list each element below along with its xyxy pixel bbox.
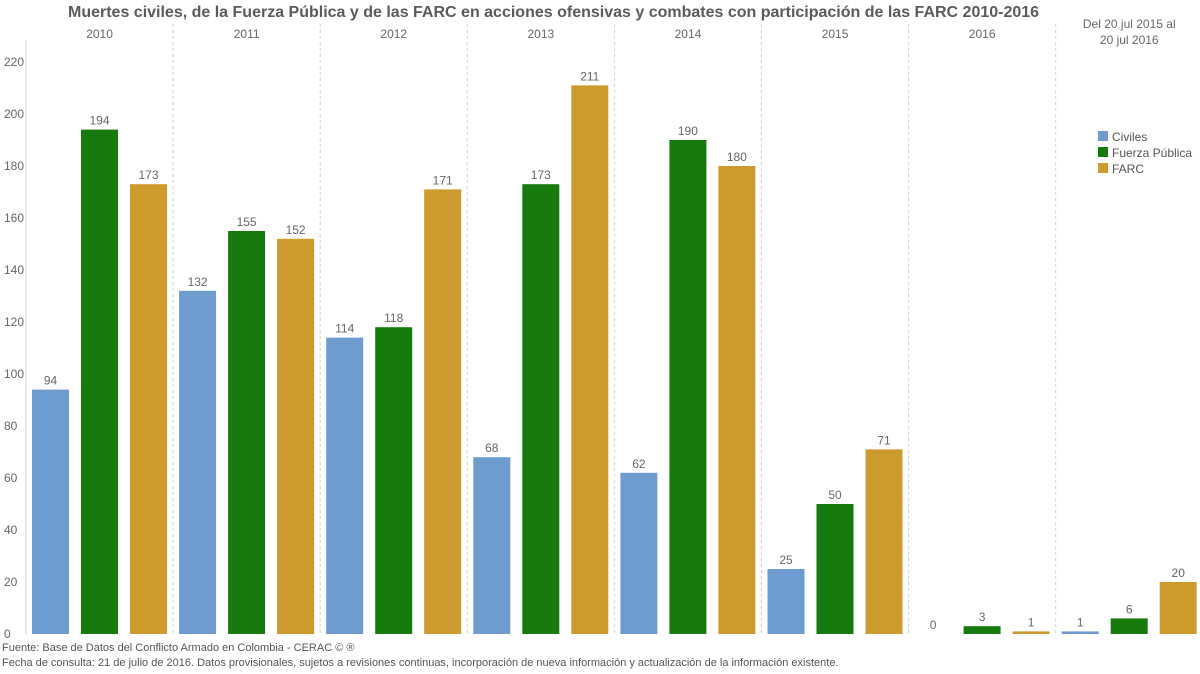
y-tick-label: 100 xyxy=(4,367,24,381)
y-tick-label: 200 xyxy=(4,107,24,121)
data-label: 171 xyxy=(433,173,453,187)
data-label: 25 xyxy=(779,553,793,567)
y-tick-label: 180 xyxy=(4,159,24,173)
bar xyxy=(571,85,609,634)
y-tick-label: 220 xyxy=(4,55,24,69)
bar xyxy=(130,184,167,634)
data-label: 1 xyxy=(1028,615,1035,629)
data-label: 180 xyxy=(727,150,747,164)
bar xyxy=(1012,631,1050,634)
data-label: 194 xyxy=(89,114,109,128)
data-label: 62 xyxy=(632,457,646,471)
bar xyxy=(424,189,462,634)
data-label: 152 xyxy=(286,223,306,237)
bar xyxy=(179,290,217,634)
category-label: 2010 xyxy=(86,27,113,41)
category-label: Del 20 jul 2015 al 20 jul 2016 xyxy=(1083,17,1176,47)
data-label: 155 xyxy=(237,215,257,229)
bar xyxy=(326,337,364,634)
bar xyxy=(620,472,658,634)
category-label: 2013 xyxy=(527,27,554,41)
data-label: 114 xyxy=(335,322,354,336)
y-tick-label: 40 xyxy=(4,523,18,537)
bars xyxy=(32,85,1197,635)
legend-label: FARC xyxy=(1112,162,1144,176)
category-labels: 2010 2011 2012 2013 2014 2015 2016 Del 20 jul 2… xyxy=(86,17,1175,47)
legend-swatch xyxy=(1098,131,1108,141)
y-tick-label: 140 xyxy=(4,263,24,277)
bar xyxy=(32,389,69,634)
bar xyxy=(1061,631,1099,634)
bar xyxy=(1159,582,1197,634)
bar xyxy=(522,184,560,634)
bar xyxy=(669,140,707,634)
y-tick-label: 120 xyxy=(4,315,24,329)
bar xyxy=(718,166,756,634)
y-tick-label: 0 xyxy=(4,627,11,641)
data-label: 173 xyxy=(138,168,158,182)
y-tick-label: 60 xyxy=(4,471,18,485)
bar xyxy=(865,449,903,634)
y-tick-label: 160 xyxy=(4,211,24,225)
data-label: 94 xyxy=(44,374,58,388)
y-tick-label: 20 xyxy=(4,575,18,589)
bar xyxy=(816,504,854,634)
data-label: 0 xyxy=(930,618,937,632)
data-label: 1 xyxy=(1077,615,1084,629)
bar xyxy=(277,238,315,635)
query-date-note: Fecha de consulta: 21 de julio de 2016. … xyxy=(2,657,839,669)
category-label: 2014 xyxy=(675,27,702,41)
data-label: 50 xyxy=(828,488,842,502)
data-label: 3 xyxy=(979,610,986,624)
bar xyxy=(473,457,511,634)
chart-title: Muertes civiles, de la Fuerza Pública y … xyxy=(68,4,1040,21)
data-label: 173 xyxy=(531,168,551,182)
data-label: 132 xyxy=(188,275,208,289)
data-labels: 9419417313215515211411817168173211621901… xyxy=(44,69,1185,632)
legend-label: Civiles xyxy=(1112,130,1147,144)
legend-label: Fuerza Pública xyxy=(1112,146,1192,160)
y-tick-label: 80 xyxy=(4,419,18,433)
bar xyxy=(1110,618,1148,634)
data-label: 211 xyxy=(580,69,599,83)
legend-swatch xyxy=(1098,163,1108,173)
bar xyxy=(375,327,413,634)
data-label: 20 xyxy=(1172,566,1186,580)
category-label: 2015 xyxy=(822,27,849,41)
y-axis: 0 20 40 60 80 100 120 140 160 180 200 220 xyxy=(4,40,27,641)
legend: Civiles Fuerza Pública FARC xyxy=(1098,130,1192,176)
category-label: 2016 xyxy=(969,27,996,41)
category-label: 2012 xyxy=(380,27,407,41)
bar xyxy=(81,129,118,634)
data-label: 118 xyxy=(384,311,403,325)
data-label: 190 xyxy=(678,124,698,138)
bar xyxy=(767,569,805,634)
category-label: 2011 xyxy=(234,27,260,41)
bar xyxy=(963,626,1001,634)
data-label: 6 xyxy=(1126,602,1133,616)
source-note: Fuente: Base de Datos del Conflicto Arma… xyxy=(2,642,355,654)
data-label: 71 xyxy=(877,433,891,447)
data-label: 68 xyxy=(485,441,499,455)
legend-swatch xyxy=(1098,147,1108,157)
bar xyxy=(228,231,266,634)
